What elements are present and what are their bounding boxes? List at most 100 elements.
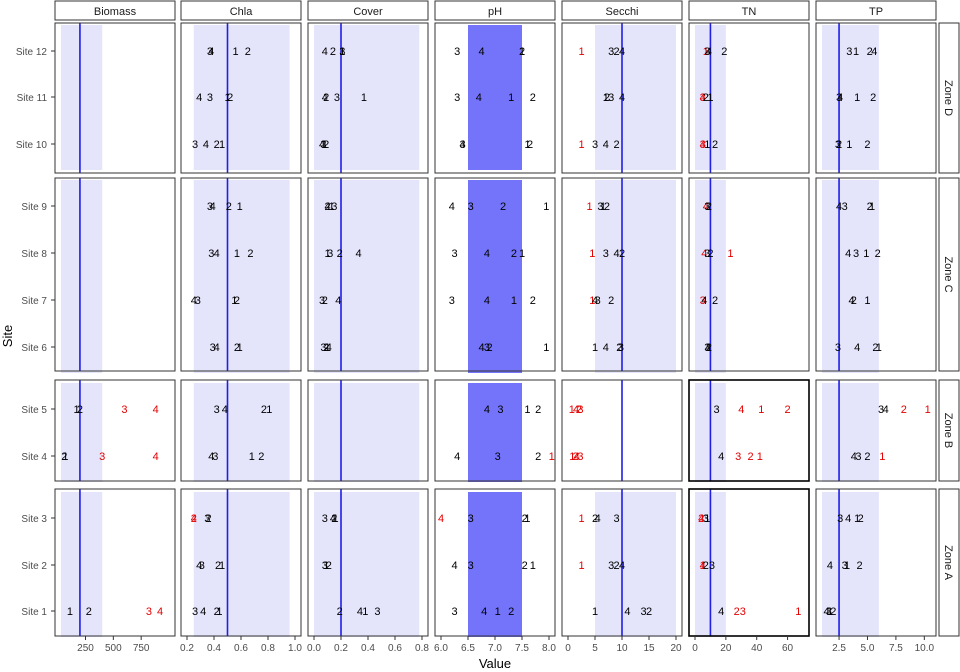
point-label: 2 [487,342,493,354]
x-tick-label: 2.5 [832,643,846,654]
point-label: 1 [524,139,530,151]
point-label: 2 [234,342,240,354]
point-label: 3 [608,46,614,58]
facet-strip-label-secchi: Secchi [605,6,638,18]
point-label: 4 [851,451,857,463]
point-label: 1 [863,248,869,260]
point-label: 2 [572,451,578,463]
point-label: 2 [721,46,727,58]
x-tick-label: 5.0 [861,643,875,654]
point-label: 3 [320,342,326,354]
point-label: 1 [704,139,710,151]
point-label: 1 [703,46,709,58]
point-label: 3 [195,295,201,307]
point-label: 4 [706,46,712,58]
x-tick-label: 500 [105,643,122,654]
point-label: 4 [484,404,490,416]
point-label: 4 [454,451,460,463]
point-label: 4 [191,513,197,525]
point-label: 1 [237,201,243,213]
point-label: 3 [334,92,340,104]
facet-strips-layer: Biomass Chla Cover pH Secchi TN TP Zone D Zone C… [54,0,960,637]
point-label: 1 [869,201,875,213]
point-label: 1 [219,139,225,151]
point-label: 4 [827,560,833,572]
point-label: 3 [460,139,466,151]
point-label: 3 [192,139,198,151]
point-label: 2 [519,46,525,58]
panel-frame [688,379,810,482]
point-label: 3 [704,248,710,260]
point-label: 2 [326,560,332,572]
target-band-tp [822,180,879,373]
point-label: 3 [468,513,474,525]
point-label: 2 [830,606,836,618]
point-label: 3 [451,606,457,618]
point-label: 1 [758,404,764,416]
point-label: 3 [212,451,218,463]
point-label: 1 [757,451,763,463]
point-label: 1 [592,342,598,354]
y-tick-label: Site 5 [21,405,47,416]
point-label: 4 [837,92,843,104]
panel-frame [54,22,176,174]
point-label: 3 [322,560,328,572]
point-label: 2 [323,92,329,104]
point-label: 4 [200,606,206,618]
point-label: 3 [468,201,474,213]
point-label: 2 [864,139,870,151]
panel-frame [307,22,429,174]
panel-frame [180,379,302,482]
point-label: 3 [210,342,216,354]
point-label: 2 [836,139,842,151]
x-tick-label: 7.5 [515,643,529,654]
point-label: 3 [704,46,710,58]
x-tick-label: 250 [77,643,94,654]
point-label: 2 [337,248,343,260]
point-label: 1 [362,606,368,618]
point-label: 4 [324,201,330,213]
x-tick-label: 0.0 [307,643,321,654]
point-label: 3 [322,513,328,525]
point-label: 3 [468,560,474,572]
point-label: 3 [878,404,884,416]
point-label: 1 [237,342,243,354]
target-band-biomass [61,492,103,637]
point-label: 3 [327,248,333,260]
target-band-chla [193,25,290,170]
point-label: 4 [214,342,220,354]
point-label: 4 [191,295,197,307]
point-label: 1 [323,560,329,572]
y-axis-title: Site [0,325,15,347]
facet-strip-label-chla: Chla [230,6,254,18]
point-label: 2 [592,513,598,525]
target-band-ph [468,180,522,373]
facet-strip-label-zone-a: Zone A [942,545,954,581]
point-label: 4 [701,248,707,260]
point-label: 3 [836,92,842,104]
point-label: 2 [331,513,337,525]
point-label: 2 [698,513,704,525]
facet-strip-label-zone-d: Zone D [942,80,954,116]
point-label: 2 [747,451,753,463]
point-label: 2 [867,46,873,58]
facet-strip-chla [180,0,302,21]
point-label: 3 [618,342,624,354]
panel-frame [688,488,810,637]
panel-frame [434,379,556,482]
point-label: 3 [608,92,614,104]
point-label: 2 [324,201,330,213]
point-label: 2 [234,295,240,307]
point-label: 2 [323,139,329,151]
target-band-ph [468,492,522,637]
y-tick-label: Site 12 [16,47,48,58]
point-label: 4 [698,513,704,525]
y-tick-label: Site 11 [17,93,48,104]
point-label: 4 [203,139,209,151]
target-band-ph [468,25,522,170]
x-tick-label: 10.0 [915,643,935,654]
point-label: 2 [616,342,622,354]
point-label: 4 [438,513,444,525]
